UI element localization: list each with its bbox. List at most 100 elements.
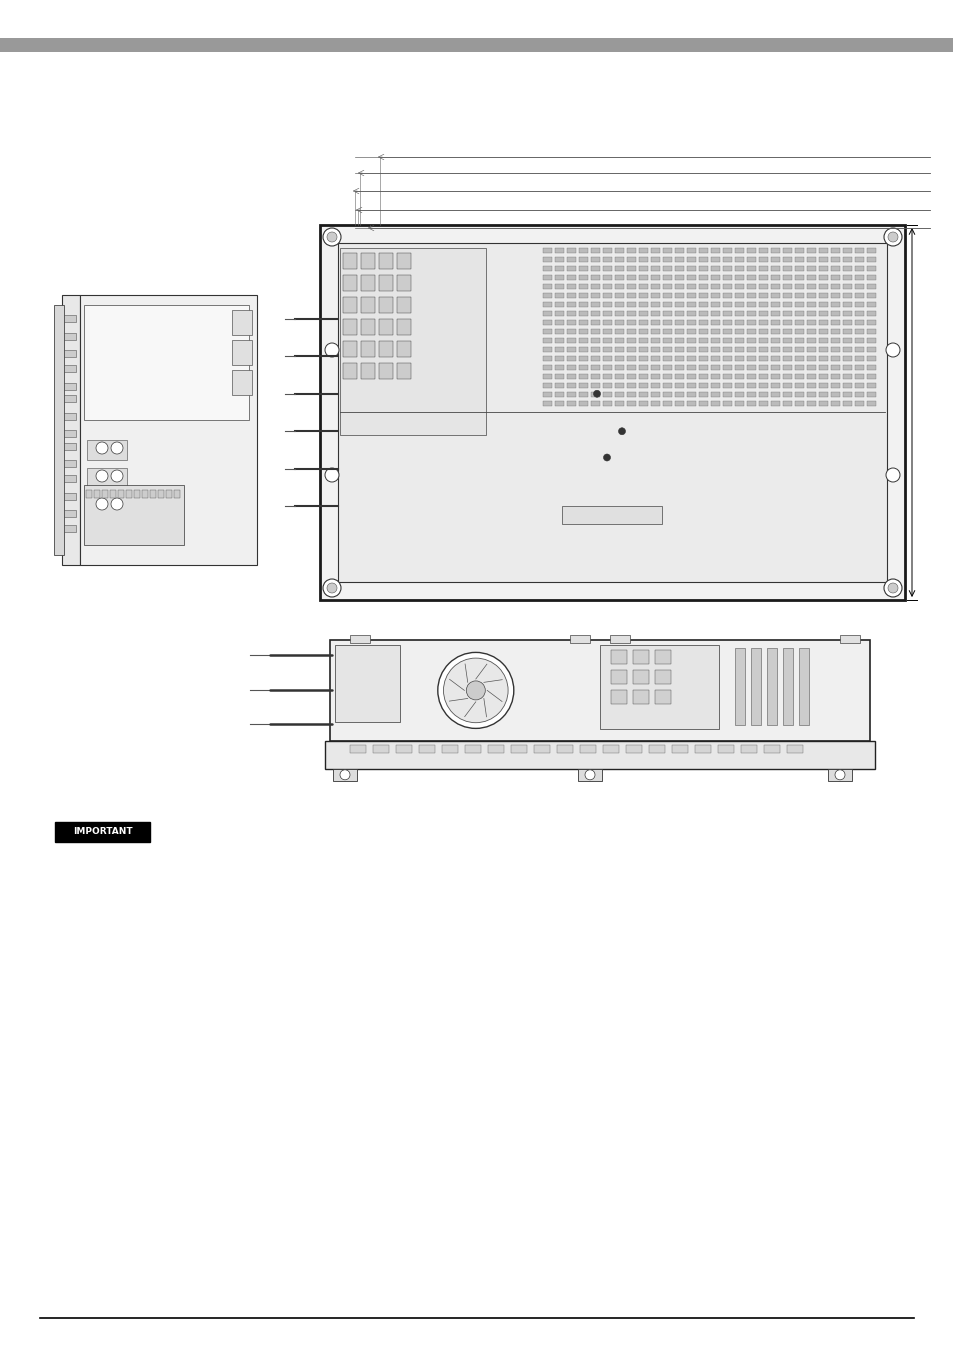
Bar	[759, 266, 767, 271]
Bar	[854, 346, 863, 352]
Bar	[578, 400, 587, 406]
Circle shape	[339, 770, 350, 779]
Bar	[734, 293, 743, 298]
Bar	[87, 468, 127, 488]
Bar	[343, 253, 356, 270]
Bar	[830, 319, 840, 325]
Bar	[686, 319, 696, 325]
Bar	[734, 329, 743, 334]
Bar	[794, 302, 803, 307]
Bar	[626, 346, 636, 352]
Bar	[615, 373, 623, 379]
Bar	[806, 400, 815, 406]
Bar	[488, 745, 503, 754]
Bar	[734, 266, 743, 271]
Bar	[830, 275, 840, 280]
Bar	[722, 284, 731, 288]
Bar	[639, 302, 647, 307]
Bar	[842, 311, 851, 315]
Bar	[734, 302, 743, 307]
Bar	[854, 365, 863, 369]
Bar	[854, 266, 863, 271]
Bar	[722, 319, 731, 325]
Bar	[699, 319, 707, 325]
Bar	[566, 319, 576, 325]
Bar	[578, 356, 587, 361]
Bar	[842, 392, 851, 398]
Bar	[566, 248, 576, 253]
Bar	[54, 305, 64, 555]
Bar	[830, 373, 840, 379]
Bar	[662, 400, 671, 406]
Bar	[842, 266, 851, 271]
Bar	[63, 493, 76, 500]
Bar	[675, 346, 683, 352]
Bar	[770, 346, 780, 352]
Bar	[650, 293, 659, 298]
Bar	[626, 293, 636, 298]
Bar	[63, 510, 76, 518]
Bar	[360, 297, 375, 313]
Bar	[854, 311, 863, 315]
Bar	[662, 383, 671, 388]
Bar	[770, 356, 780, 361]
Bar	[639, 275, 647, 280]
Bar	[675, 319, 683, 325]
Bar	[746, 248, 755, 253]
Bar	[686, 248, 696, 253]
Circle shape	[437, 652, 514, 728]
Bar	[639, 365, 647, 369]
Bar	[80, 295, 256, 565]
Bar	[339, 248, 485, 435]
Bar	[746, 257, 755, 262]
Bar	[378, 253, 393, 270]
Bar	[842, 400, 851, 406]
Bar	[794, 346, 803, 352]
Bar	[746, 373, 755, 379]
Bar	[734, 275, 743, 280]
Bar	[378, 297, 393, 313]
Bar	[542, 284, 552, 288]
Bar	[842, 319, 851, 325]
Bar	[555, 365, 563, 369]
Bar	[378, 341, 393, 357]
Bar	[806, 311, 815, 315]
Bar	[343, 297, 356, 313]
Bar	[794, 284, 803, 288]
Bar	[626, 257, 636, 262]
Bar	[590, 248, 599, 253]
Bar	[675, 373, 683, 379]
Bar	[686, 356, 696, 361]
Bar	[854, 392, 863, 398]
Bar	[699, 302, 707, 307]
Bar	[330, 640, 869, 741]
Bar	[794, 329, 803, 334]
Bar	[639, 383, 647, 388]
Bar	[602, 383, 612, 388]
Bar	[662, 392, 671, 398]
Circle shape	[885, 468, 899, 483]
Bar	[675, 400, 683, 406]
Bar	[854, 356, 863, 361]
Bar	[782, 329, 791, 334]
Bar	[699, 356, 707, 361]
Bar	[578, 248, 587, 253]
Bar	[555, 346, 563, 352]
Bar	[854, 400, 863, 406]
Bar	[746, 400, 755, 406]
Bar	[866, 392, 875, 398]
Bar	[782, 338, 791, 342]
Bar	[840, 635, 859, 643]
Bar	[602, 284, 612, 288]
Bar	[806, 329, 815, 334]
Bar	[360, 363, 375, 379]
Bar	[555, 373, 563, 379]
Bar	[578, 266, 587, 271]
Bar	[866, 346, 875, 352]
Bar	[626, 365, 636, 369]
Bar	[650, 400, 659, 406]
Bar	[639, 338, 647, 342]
Circle shape	[323, 228, 340, 245]
Bar	[710, 338, 720, 342]
Bar	[566, 400, 576, 406]
